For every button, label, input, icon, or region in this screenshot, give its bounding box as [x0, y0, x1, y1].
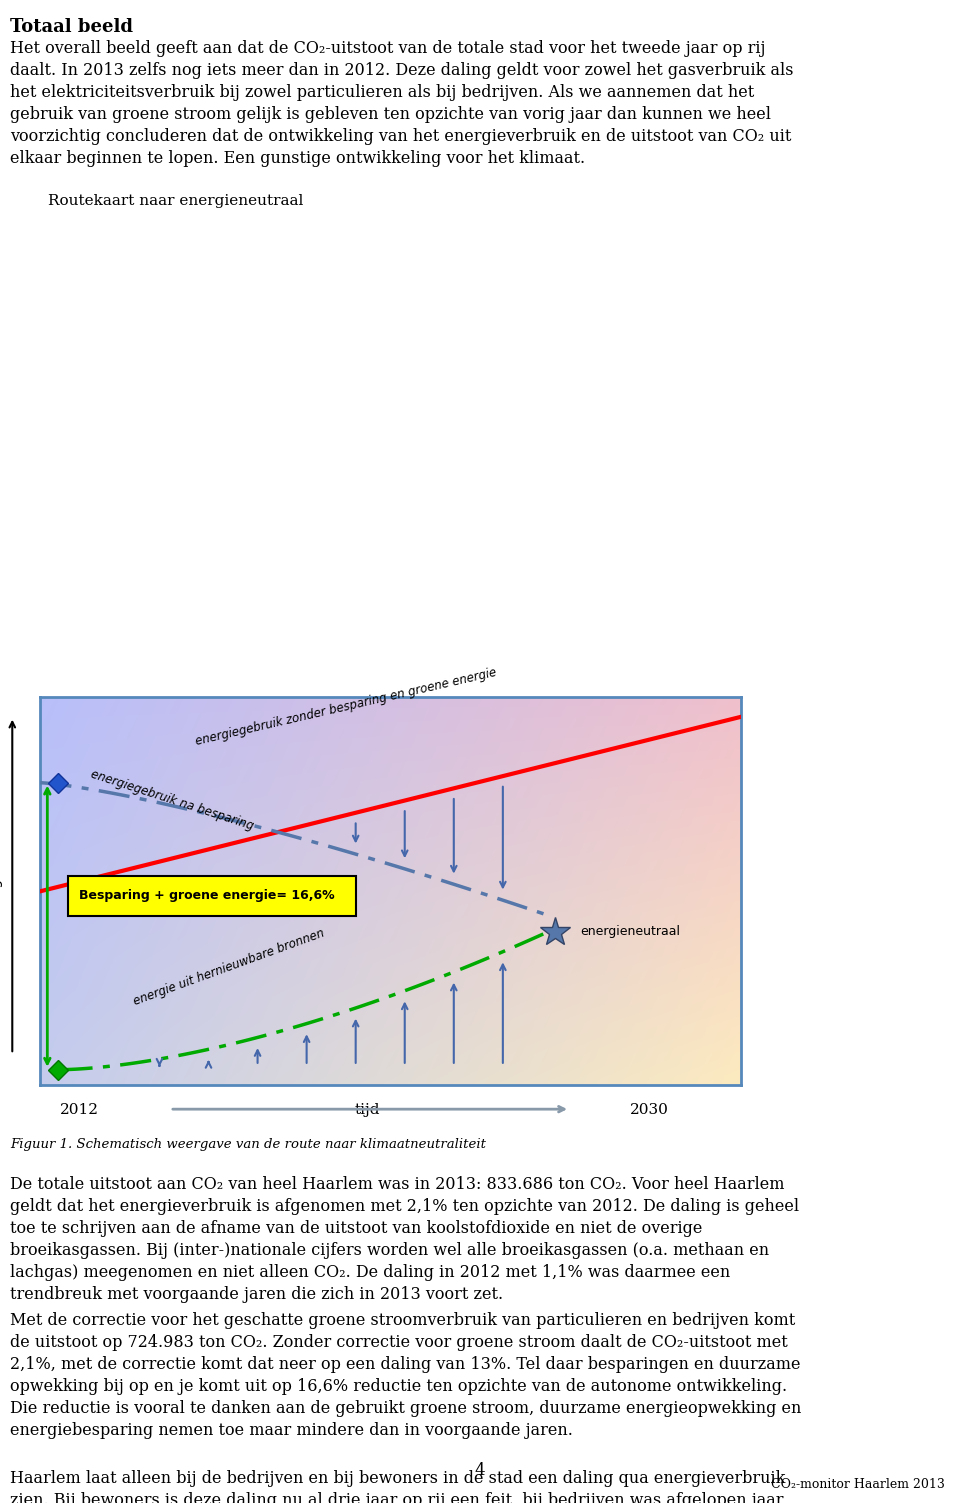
Text: 2012: 2012 — [60, 1103, 99, 1117]
Text: daalt. In 2013 zelfs nog iets meer dan in 2012. Deze daling geldt voor zowel het: daalt. In 2013 zelfs nog iets meer dan i… — [10, 62, 794, 80]
Text: voorzichtig concluderen dat de ontwikkeling van het energieverbruik en de uitsto: voorzichtig concluderen dat de ontwikkel… — [10, 128, 791, 144]
Text: geldt dat het energieverbruik is afgenomen met 2,1% ten opzichte van 2012. De da: geldt dat het energieverbruik is afgenom… — [10, 1198, 799, 1214]
Text: energieneutraal: energieneutraal — [580, 926, 680, 938]
Text: gebruik van groene stroom gelijk is gebleven ten opzichte van vorig jaar dan kun: gebruik van groene stroom gelijk is gebl… — [10, 107, 771, 123]
Text: energiebesparing nemen toe maar mindere dan in voorgaande jaren.: energiebesparing nemen toe maar mindere … — [10, 1422, 573, 1440]
Text: elkaar beginnen te lopen. Een gunstige ontwikkeling voor het klimaat.: elkaar beginnen te lopen. Een gunstige o… — [10, 150, 586, 167]
Text: Het overall beeld geeft aan dat de CO₂-uitstoot van de totale stad voor het twee: Het overall beeld geeft aan dat de CO₂-u… — [10, 41, 765, 57]
Text: energiegebruik na besparing: energiegebruik na besparing — [89, 768, 255, 833]
Text: zien. Bij bewoners is deze daling nu al drie jaar op rij een feit, bij bedrijven: zien. Bij bewoners is deze daling nu al … — [10, 1492, 783, 1503]
Text: Routekaart naar energieneutraal: Routekaart naar energieneutraal — [48, 194, 303, 207]
Text: energie: energie — [0, 866, 2, 917]
Text: De totale uitstoot aan CO₂ van heel Haarlem was in 2013: 833.686 ton CO₂. Voor h: De totale uitstoot aan CO₂ van heel Haar… — [10, 1177, 784, 1193]
Text: tijd: tijd — [355, 1103, 380, 1117]
Text: energie uit hernieuwbare bronnen: energie uit hernieuwbare bronnen — [132, 926, 326, 1007]
Text: Figuur 1. Schematisch weergave van de route naar klimaatneutraliteit: Figuur 1. Schematisch weergave van de ro… — [10, 1138, 486, 1151]
Text: trendbreuk met voorgaande jaren die zich in 2013 voort zet.: trendbreuk met voorgaande jaren die zich… — [10, 1287, 503, 1303]
Text: Haarlem laat alleen bij de bedrijven en bij bewoners in de stad een daling qua e: Haarlem laat alleen bij de bedrijven en … — [10, 1470, 785, 1486]
Text: 2,1%, met de correctie komt dat neer op een daling van 13%. Tel daar besparingen: 2,1%, met de correctie komt dat neer op … — [10, 1356, 801, 1374]
Text: Die reductie is vooral te danken aan de gebruikt groene stroom, duurzame energie: Die reductie is vooral te danken aan de … — [10, 1401, 802, 1417]
FancyBboxPatch shape — [68, 876, 355, 917]
Text: Totaal beeld: Totaal beeld — [10, 18, 133, 36]
Text: opwekking bij op en je komt uit op 16,6% reductie ten opzichte van de autonome o: opwekking bij op en je komt uit op 16,6%… — [10, 1378, 787, 1395]
Text: toe te schrijven aan de afname van de uitstoot van koolstofdioxide en niet de ov: toe te schrijven aan de afname van de ui… — [10, 1220, 703, 1237]
Text: het elektriciteitsverbruik bij zowel particulieren als bij bedrijven. Als we aan: het elektriciteitsverbruik bij zowel par… — [10, 84, 755, 101]
Text: de uitstoot op 724.983 ton CO₂. Zonder correctie voor groene stroom daalt de CO₂: de uitstoot op 724.983 ton CO₂. Zonder c… — [10, 1335, 788, 1351]
Text: CO₂-monitor Haarlem 2013: CO₂-monitor Haarlem 2013 — [771, 1477, 945, 1491]
Text: 4: 4 — [474, 1462, 486, 1479]
Text: broeikasgassen. Bij (inter-)nationale cijfers worden wel alle broeikasgassen (o.: broeikasgassen. Bij (inter-)nationale ci… — [10, 1241, 769, 1260]
Text: lachgas) meegenomen en niet alleen CO₂. De daling in 2012 met 1,1% was daarmee e: lachgas) meegenomen en niet alleen CO₂. … — [10, 1264, 731, 1281]
Text: Besparing + groene energie= 16,6%: Besparing + groene energie= 16,6% — [79, 890, 334, 902]
Text: Met de correctie voor het geschatte groene stroomverbruik van particulieren en b: Met de correctie voor het geschatte groe… — [10, 1312, 795, 1329]
Text: 2030: 2030 — [630, 1103, 669, 1117]
Text: energiegebruik zonder besparing en groene energie: energiegebruik zonder besparing en groen… — [195, 666, 498, 748]
